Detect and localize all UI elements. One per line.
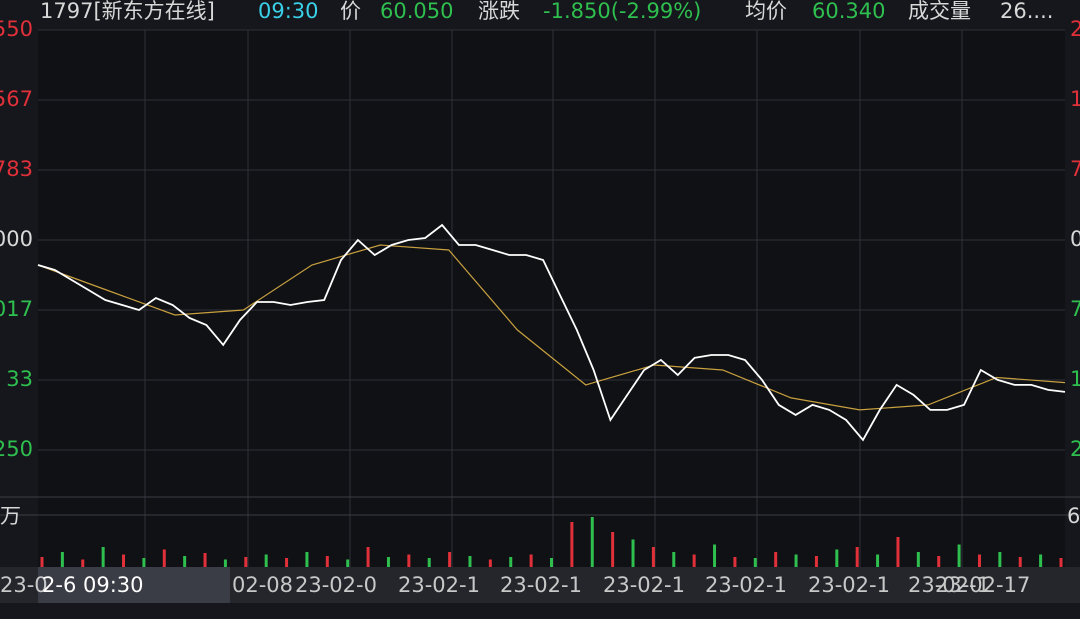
y-tick-label: 33 <box>6 367 33 391</box>
volume-bar <box>203 553 207 567</box>
volume-bar <box>937 556 941 567</box>
date-label: 23-02-1 <box>808 573 890 597</box>
vol: 26.... <box>1000 0 1053 23</box>
volume-bar <box>631 539 635 567</box>
volume-bar <box>550 558 553 567</box>
right-tick-label: 1 <box>1070 87 1080 111</box>
volume-bar <box>692 554 696 567</box>
volume-bar <box>101 547 105 567</box>
volume-bar <box>509 557 513 567</box>
right-tick-label: 7 <box>1070 297 1080 321</box>
volume-bar <box>468 556 472 567</box>
avg-label: 均价 <box>745 0 787 23</box>
volume-bar <box>305 552 309 567</box>
volume-bar <box>142 558 146 567</box>
volume-bar <box>285 558 289 567</box>
volume-bar <box>814 556 818 567</box>
price: 60.050 <box>380 0 453 23</box>
volume-bar <box>427 558 431 567</box>
volume-bar <box>407 554 411 567</box>
date-label: 23-02-1 <box>500 573 582 597</box>
volume-bar <box>488 559 492 567</box>
volume-bar <box>81 559 85 567</box>
volume-bar <box>835 549 839 567</box>
right-tick-label: 0 <box>1070 227 1080 251</box>
right-tick-label: 2 <box>1070 437 1080 461</box>
date-label: 23-02-1 <box>398 573 480 597</box>
right-tick-label: 1 <box>1070 367 1080 391</box>
volume-bar <box>386 557 390 567</box>
series-line <box>37 244 1066 411</box>
volume-bar <box>794 554 798 567</box>
volume-bar <box>1059 558 1063 567</box>
right-tick-label: 7 <box>1070 157 1080 181</box>
volume-bar <box>264 554 268 567</box>
volume-bar <box>774 552 778 567</box>
volume-bar <box>40 557 44 567</box>
volume-bar <box>346 559 350 567</box>
volume-bar <box>855 547 859 567</box>
volume-bar <box>672 552 676 567</box>
volume-bar <box>183 556 187 567</box>
volume-bar <box>713 544 717 567</box>
volume-bar <box>325 556 329 567</box>
volume-bar <box>529 554 533 567</box>
date-label: 2-6 09:30 <box>42 573 144 597</box>
volume-bar <box>570 522 574 567</box>
volume-bar <box>753 558 757 567</box>
volume-bar <box>60 552 64 567</box>
volume-bar <box>651 547 655 567</box>
volume-bar <box>916 552 920 567</box>
volume-right: 6 <box>1067 504 1080 528</box>
time: 09:30 <box>258 0 319 23</box>
volume-bar <box>448 552 452 567</box>
date-label: 02-08 <box>232 573 293 597</box>
volume-bar <box>122 554 126 567</box>
date-label: 23-02-1 <box>908 573 990 597</box>
volume-bar <box>162 549 166 567</box>
volume-bar <box>223 559 227 567</box>
vol-label: 成交量 <box>908 0 971 23</box>
volume-bar <box>1018 557 1022 567</box>
volume-unit: 万 <box>0 504 21 528</box>
volume-bar <box>366 547 370 567</box>
volume-bar <box>733 557 737 567</box>
date-label: 23-02-0 <box>295 573 377 597</box>
avg: 60.340 <box>812 0 885 23</box>
volume-bar <box>896 537 900 567</box>
date-label: 23-02-1 <box>603 573 685 597</box>
volume-bar <box>977 554 981 567</box>
plot-area <box>38 30 1065 567</box>
change: -1.850(-2.99%) <box>543 0 701 23</box>
volume-bar <box>1039 554 1043 567</box>
date-label: 23-02-17 <box>935 573 1030 597</box>
volume-bar <box>590 517 594 567</box>
volume-bar <box>957 544 961 567</box>
y-tick-label: 783 <box>0 157 33 181</box>
price-label: 价 <box>340 0 361 23</box>
y-tick-label: 250 <box>0 437 33 461</box>
right-tick-label: 2 <box>1070 17 1080 41</box>
y-tick-label: 000 <box>0 227 33 251</box>
volume-bar <box>611 532 615 567</box>
y-tick-label: 567 <box>0 87 33 111</box>
volume-bar <box>244 557 248 567</box>
series-line <box>37 223 1066 442</box>
y-tick-label: 017 <box>0 297 33 321</box>
y-tick-label: 550 <box>0 17 33 41</box>
volume-bar <box>876 554 880 567</box>
volume-bar <box>998 552 1002 567</box>
cursor-date-box <box>38 567 230 603</box>
change-label: 涨跌 <box>478 0 520 23</box>
date-label: 23-02-1 <box>705 573 787 597</box>
code: 1797[新东方在线] <box>40 0 215 23</box>
date-label: 23-0 <box>0 573 48 597</box>
